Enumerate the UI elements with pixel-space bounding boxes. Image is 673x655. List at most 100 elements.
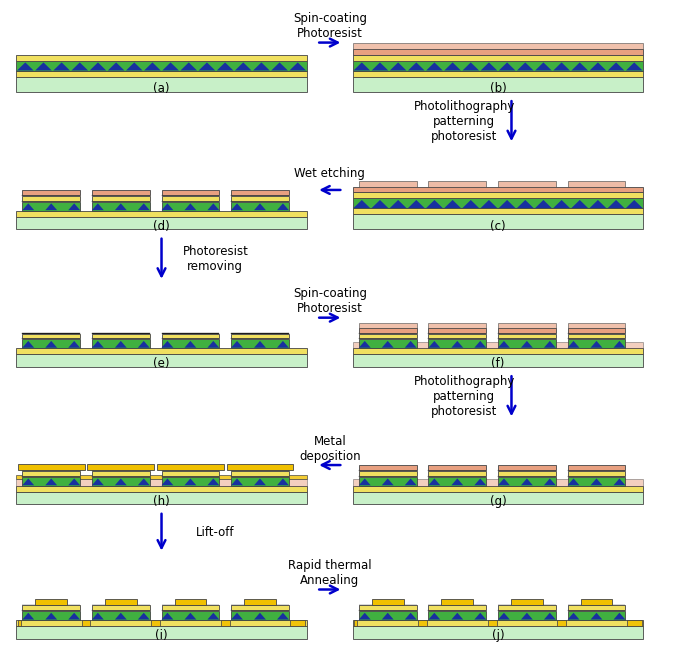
FancyBboxPatch shape — [162, 610, 219, 611]
FancyBboxPatch shape — [567, 465, 625, 470]
Text: (g): (g) — [490, 495, 506, 508]
FancyBboxPatch shape — [511, 599, 542, 605]
FancyBboxPatch shape — [92, 470, 149, 471]
Polygon shape — [481, 200, 497, 208]
FancyBboxPatch shape — [359, 610, 417, 611]
Polygon shape — [426, 62, 443, 71]
Polygon shape — [452, 341, 463, 348]
Polygon shape — [382, 612, 394, 620]
Polygon shape — [108, 62, 125, 71]
Polygon shape — [404, 341, 417, 348]
FancyBboxPatch shape — [16, 492, 307, 504]
Polygon shape — [92, 478, 104, 485]
FancyBboxPatch shape — [353, 193, 643, 198]
Polygon shape — [199, 62, 215, 71]
FancyBboxPatch shape — [22, 201, 80, 202]
Polygon shape — [382, 478, 394, 485]
FancyBboxPatch shape — [162, 476, 219, 477]
Polygon shape — [499, 200, 516, 208]
Polygon shape — [90, 62, 106, 71]
FancyBboxPatch shape — [429, 477, 486, 486]
Polygon shape — [22, 341, 34, 348]
FancyBboxPatch shape — [429, 471, 486, 476]
Polygon shape — [371, 62, 388, 71]
Polygon shape — [231, 203, 243, 210]
FancyBboxPatch shape — [92, 190, 149, 195]
FancyBboxPatch shape — [162, 477, 219, 486]
FancyBboxPatch shape — [429, 181, 486, 187]
FancyBboxPatch shape — [353, 348, 643, 354]
FancyBboxPatch shape — [16, 479, 307, 486]
Polygon shape — [45, 478, 57, 485]
Polygon shape — [474, 478, 486, 485]
Polygon shape — [253, 62, 270, 71]
FancyBboxPatch shape — [429, 333, 486, 339]
Polygon shape — [22, 478, 34, 485]
FancyBboxPatch shape — [162, 339, 219, 348]
FancyBboxPatch shape — [567, 477, 625, 486]
FancyBboxPatch shape — [372, 599, 404, 605]
FancyBboxPatch shape — [22, 339, 80, 348]
FancyBboxPatch shape — [92, 202, 149, 211]
FancyBboxPatch shape — [16, 71, 307, 77]
FancyBboxPatch shape — [429, 605, 486, 610]
Text: (f): (f) — [491, 357, 505, 370]
Polygon shape — [608, 62, 625, 71]
FancyBboxPatch shape — [353, 354, 643, 367]
FancyBboxPatch shape — [567, 471, 625, 476]
Polygon shape — [271, 62, 288, 71]
Polygon shape — [180, 62, 197, 71]
Polygon shape — [408, 62, 425, 71]
Polygon shape — [231, 478, 243, 485]
Text: Photolithography
patterning
photoresist: Photolithography patterning photoresist — [414, 100, 515, 143]
FancyBboxPatch shape — [162, 195, 219, 196]
Polygon shape — [408, 200, 425, 208]
FancyBboxPatch shape — [567, 605, 625, 610]
Polygon shape — [144, 62, 161, 71]
Polygon shape — [231, 612, 243, 620]
Polygon shape — [498, 341, 510, 348]
Polygon shape — [22, 612, 34, 620]
FancyBboxPatch shape — [162, 471, 219, 476]
Polygon shape — [126, 62, 143, 71]
FancyBboxPatch shape — [18, 620, 21, 626]
Polygon shape — [382, 341, 394, 348]
FancyBboxPatch shape — [162, 201, 219, 202]
Polygon shape — [17, 62, 34, 71]
FancyBboxPatch shape — [359, 333, 417, 339]
Polygon shape — [614, 478, 625, 485]
FancyBboxPatch shape — [162, 190, 219, 195]
Polygon shape — [521, 478, 533, 485]
FancyBboxPatch shape — [162, 202, 219, 211]
FancyBboxPatch shape — [16, 486, 307, 492]
FancyBboxPatch shape — [498, 605, 556, 610]
FancyBboxPatch shape — [498, 611, 556, 620]
Polygon shape — [404, 478, 417, 485]
FancyBboxPatch shape — [353, 43, 643, 49]
FancyBboxPatch shape — [92, 471, 149, 476]
FancyBboxPatch shape — [498, 476, 556, 477]
FancyBboxPatch shape — [92, 611, 149, 620]
Text: (a): (a) — [153, 82, 170, 95]
FancyBboxPatch shape — [16, 620, 307, 626]
FancyBboxPatch shape — [498, 610, 556, 611]
Polygon shape — [71, 62, 88, 71]
FancyBboxPatch shape — [231, 477, 289, 486]
Polygon shape — [254, 203, 266, 210]
Polygon shape — [553, 200, 570, 208]
Polygon shape — [92, 341, 104, 348]
FancyBboxPatch shape — [18, 464, 85, 470]
FancyBboxPatch shape — [221, 620, 229, 626]
FancyBboxPatch shape — [162, 465, 219, 470]
Polygon shape — [567, 612, 579, 620]
Polygon shape — [254, 612, 266, 620]
Polygon shape — [544, 612, 556, 620]
Polygon shape — [390, 62, 406, 71]
FancyBboxPatch shape — [353, 61, 643, 71]
FancyBboxPatch shape — [353, 342, 643, 348]
Polygon shape — [481, 62, 497, 71]
Polygon shape — [429, 612, 440, 620]
Polygon shape — [571, 200, 588, 208]
Polygon shape — [207, 341, 219, 348]
FancyBboxPatch shape — [22, 611, 80, 620]
